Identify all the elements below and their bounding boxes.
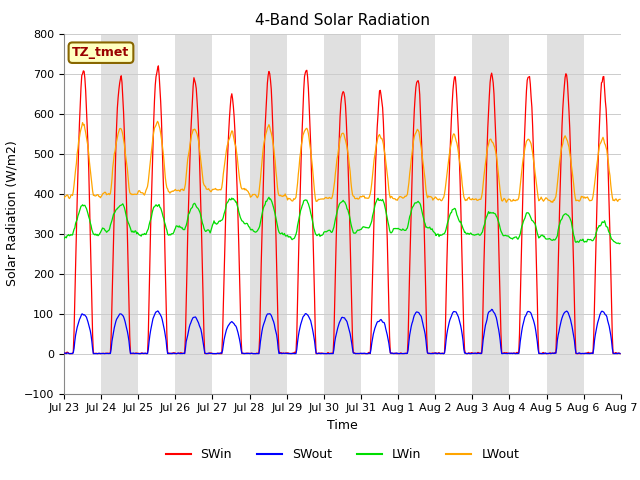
LWin bbox=[213, 221, 221, 227]
SWin bbox=[60, 351, 68, 357]
SWout bbox=[426, 350, 434, 356]
LWin bbox=[616, 240, 624, 246]
SWin bbox=[214, 350, 221, 356]
SWout bbox=[127, 350, 135, 356]
SWin bbox=[127, 351, 135, 357]
Bar bbox=[398, 34, 435, 394]
SWin bbox=[434, 351, 442, 357]
SWout bbox=[60, 350, 68, 356]
LWout bbox=[60, 195, 68, 201]
Line: LWout: LWout bbox=[64, 121, 620, 203]
LWin bbox=[127, 228, 135, 234]
LWout bbox=[410, 134, 418, 140]
LWin bbox=[616, 241, 623, 247]
SWout bbox=[509, 351, 516, 357]
LWin bbox=[410, 201, 418, 207]
SWout bbox=[184, 332, 191, 338]
SWout bbox=[410, 315, 417, 321]
LWout bbox=[214, 187, 221, 193]
SWin bbox=[427, 350, 435, 356]
LWin bbox=[60, 236, 68, 241]
Legend: SWin, SWout, LWin, LWout: SWin, SWout, LWin, LWout bbox=[161, 443, 524, 466]
Bar bbox=[101, 34, 138, 394]
Title: 4-Band Solar Radiation: 4-Band Solar Radiation bbox=[255, 13, 430, 28]
LWout bbox=[502, 200, 510, 205]
LWin bbox=[427, 226, 435, 232]
SWin bbox=[70, 329, 78, 335]
Bar bbox=[250, 34, 287, 394]
SWin bbox=[616, 351, 624, 357]
Y-axis label: Solar Radiation (W/m2): Solar Radiation (W/m2) bbox=[5, 141, 19, 287]
Line: LWin: LWin bbox=[64, 197, 620, 244]
LWout bbox=[154, 119, 161, 124]
Line: SWout: SWout bbox=[64, 310, 620, 354]
LWout bbox=[616, 196, 624, 202]
Bar bbox=[547, 34, 584, 394]
SWin bbox=[410, 107, 418, 113]
LWout bbox=[427, 194, 435, 200]
SWout bbox=[70, 346, 78, 351]
LWout bbox=[127, 191, 135, 197]
Bar bbox=[472, 34, 509, 394]
Text: TZ_tmet: TZ_tmet bbox=[72, 46, 130, 59]
X-axis label: Time: Time bbox=[327, 419, 358, 432]
SWin bbox=[185, 202, 193, 207]
LWout bbox=[70, 182, 78, 188]
Bar bbox=[324, 34, 361, 394]
SWout bbox=[213, 350, 221, 356]
SWout bbox=[488, 307, 495, 312]
LWin bbox=[265, 194, 273, 200]
SWout bbox=[616, 350, 624, 356]
LWin bbox=[184, 216, 191, 221]
SWin bbox=[154, 63, 162, 69]
Bar bbox=[175, 34, 212, 394]
Line: SWin: SWin bbox=[64, 66, 620, 354]
LWout bbox=[185, 152, 193, 157]
LWin bbox=[70, 227, 78, 232]
